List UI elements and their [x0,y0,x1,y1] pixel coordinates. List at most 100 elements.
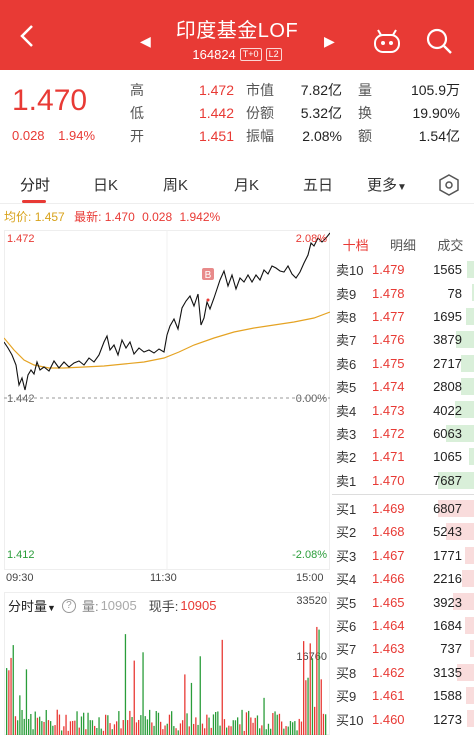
volume-bar [166,723,168,735]
volume-bar [67,730,69,735]
order-volume: 2717 [433,355,462,371]
stat-label: 振幅 [246,127,274,144]
next-stock-icon[interactable]: ▶ [324,33,335,49]
sell-order-row[interactable]: 卖2 1.471 1065 [332,445,474,468]
sell-order-row[interactable]: 卖1 1.470 7687 [332,469,474,492]
volume-bar [259,728,261,735]
sell-order-row[interactable]: 卖4 1.473 4022 [332,398,474,421]
order-level-label: 卖10 [336,263,364,279]
volume-bar [80,716,83,735]
sell-order-row[interactable]: 卖10 1.479 1565 [332,258,474,281]
buy-order-row[interactable]: 买2 1.468 5243 [332,520,474,543]
volume-bar [272,713,274,735]
settings-hexagon-icon[interactable] [438,174,460,196]
volume-bar [56,709,58,735]
order-volume-bar [464,546,474,564]
current-price: 1.470 [12,84,88,117]
stat-label: 高 [130,81,144,98]
order-volume-bar [460,377,474,395]
order-volume: 6807 [433,501,462,517]
sell-order-row[interactable]: 卖5 1.474 2808 [332,375,474,398]
tab-weekly-k[interactable]: 周K [163,177,189,194]
chevron-down-icon: ▼ [397,182,407,193]
volume-bar [322,713,325,735]
volume-bar [140,715,142,735]
sell-order-row[interactable]: 卖6 1.475 2717 [332,352,474,375]
sell-order-row[interactable]: 卖3 1.472 6063 [332,422,474,445]
tab-more-label: 更多 [367,177,398,194]
volume-bar [98,717,100,735]
order-level-label: 买6 [336,619,357,635]
volume-dropdown[interactable]: 分时量▼ [8,596,56,615]
order-price: 1.469 [372,501,405,517]
buy-order-row[interactable]: 买9 1.461 1588 [332,684,474,707]
buy-order-row[interactable]: 买4 1.466 2216 [332,567,474,590]
tab-daily-k[interactable]: 日K [93,177,119,194]
volume-bar [250,717,252,735]
tab-ten-levels[interactable]: 十档 [342,237,369,253]
volume-bar [39,716,41,735]
volume-bar [8,670,10,735]
now-value: 10905 [180,598,217,613]
volume-bar [287,726,289,735]
volume-bar [105,714,107,735]
volume-bar [138,719,140,735]
order-price: 1.475 [372,355,405,371]
buy-order-row[interactable]: 买7 1.463 737 [332,637,474,660]
robot-assistant-icon[interactable] [372,28,402,54]
buy-order-row[interactable]: 买10 1.460 1273 [332,707,474,730]
sell-order-row[interactable]: 卖7 1.476 3879 [332,328,474,351]
back-arrow-icon[interactable] [14,22,42,50]
info-icon[interactable]: ? [61,598,76,613]
volume-bar [65,714,67,735]
volume-bar [173,726,175,735]
volume-bar [23,718,25,735]
buy-order-row[interactable]: 买8 1.462 3135 [332,661,474,684]
volume-bar [153,725,155,735]
vol-max-label: 33520 [296,595,327,607]
volume-bar [52,725,54,735]
volume-bar [61,730,63,735]
order-volume-bar [455,401,474,419]
volume-bar [118,711,120,735]
tab-detail[interactable]: 明细 [389,237,416,253]
tab-more[interactable]: 更多▼ [367,174,407,195]
volume-chart[interactable]: 33520 16760 [4,592,330,735]
prev-stock-icon[interactable]: ◀ [140,33,151,49]
tab-monthly-k[interactable]: 月K [234,177,260,194]
volume-bar [175,728,177,735]
stat-label: 份额 [246,104,274,121]
buy-order-row[interactable]: 买6 1.464 1684 [332,614,474,637]
volume-bar [85,729,87,735]
volume-bar [155,711,157,735]
order-volume: 3923 [433,594,462,610]
time-mid: 11:30 [150,572,177,584]
intraday-price-chart[interactable]: B 1.472 2.08% 1.442 0.00% 1.412 -2.08% [4,230,330,570]
volume-bar [144,716,146,735]
buy-order-row[interactable]: 买3 1.467 1771 [332,544,474,567]
volume-bar [232,720,234,735]
tab-intraday[interactable]: 分时 [20,177,51,194]
volume-bar [63,726,65,735]
order-volume-bar [466,261,474,278]
volume-bar [201,723,204,735]
volume-bar [320,679,322,735]
sell-order-row[interactable]: 卖8 1.477 1695 [332,305,474,328]
volume-bar [261,725,263,735]
buy-marker[interactable] [202,268,214,280]
quote-row: 高 1.472 市值 7.82亿 量 105.9万 [130,78,470,101]
sell-order-row[interactable]: 卖9 1.478 78 [332,281,474,304]
volume-bar [193,723,195,735]
buy-order-row[interactable]: 买5 1.465 3923 [332,590,474,613]
search-icon[interactable] [425,27,453,55]
tab-trades[interactable]: 成交 [437,237,464,253]
volume-bar [32,729,34,735]
chart-tabs: 分时 日K 周K 月K 五日 更多▼ [0,166,474,204]
stat-label: 量 [358,81,372,98]
volume-bar [94,725,96,735]
tab-five-day[interactable]: 五日 [303,177,334,194]
stat-label: 开 [130,127,144,144]
order-price: 1.461 [372,688,405,704]
buy-order-row[interactable]: 买1 1.469 6807 [332,497,474,520]
stock-code: 164824 [192,47,236,62]
